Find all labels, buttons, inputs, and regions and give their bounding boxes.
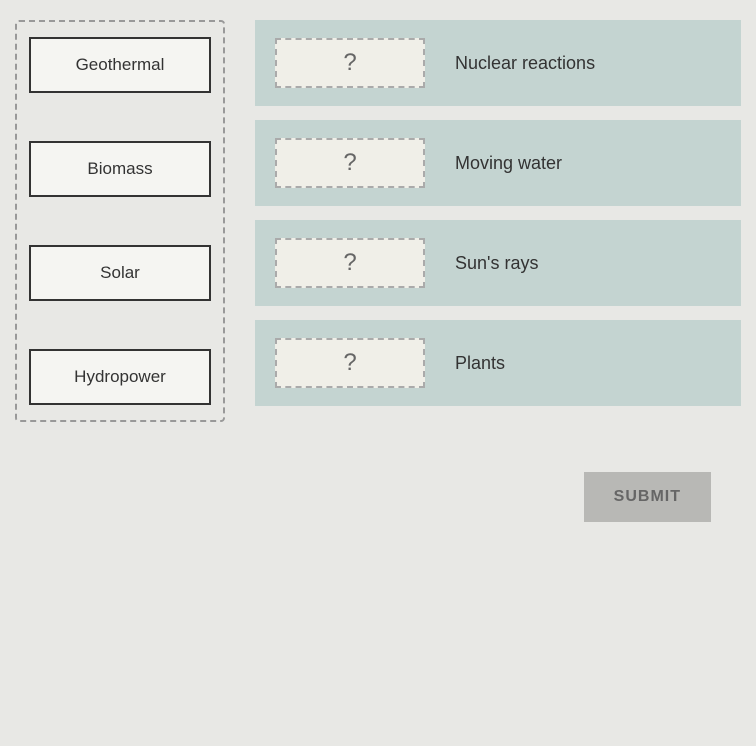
drop-zone-water[interactable]: ? — [275, 138, 425, 188]
drop-zone-plants[interactable]: ? — [275, 338, 425, 388]
target-row: ? Plants — [255, 320, 741, 406]
source-item-hydropower[interactable]: Hydropower — [29, 349, 211, 405]
target-row: ? Sun's rays — [255, 220, 741, 306]
target-column: ? Nuclear reactions ? Moving water ? Sun… — [255, 20, 741, 422]
source-item-biomass[interactable]: Biomass — [29, 141, 211, 197]
matching-exercise-container: Geothermal Biomass Solar Hydropower ? Nu… — [15, 20, 741, 422]
source-item-geothermal[interactable]: Geothermal — [29, 37, 211, 93]
target-row: ? Moving water — [255, 120, 741, 206]
drop-zone-sun[interactable]: ? — [275, 238, 425, 288]
drop-zone-nuclear[interactable]: ? — [275, 38, 425, 88]
submit-row: SUBMIT — [15, 472, 741, 522]
target-row: ? Nuclear reactions — [255, 20, 741, 106]
source-column: Geothermal Biomass Solar Hydropower — [15, 20, 225, 422]
target-label: Plants — [455, 353, 505, 374]
source-item-solar[interactable]: Solar — [29, 245, 211, 301]
submit-button[interactable]: SUBMIT — [584, 472, 711, 522]
target-label: Moving water — [455, 153, 562, 174]
target-label: Sun's rays — [455, 253, 538, 274]
target-label: Nuclear reactions — [455, 53, 595, 74]
